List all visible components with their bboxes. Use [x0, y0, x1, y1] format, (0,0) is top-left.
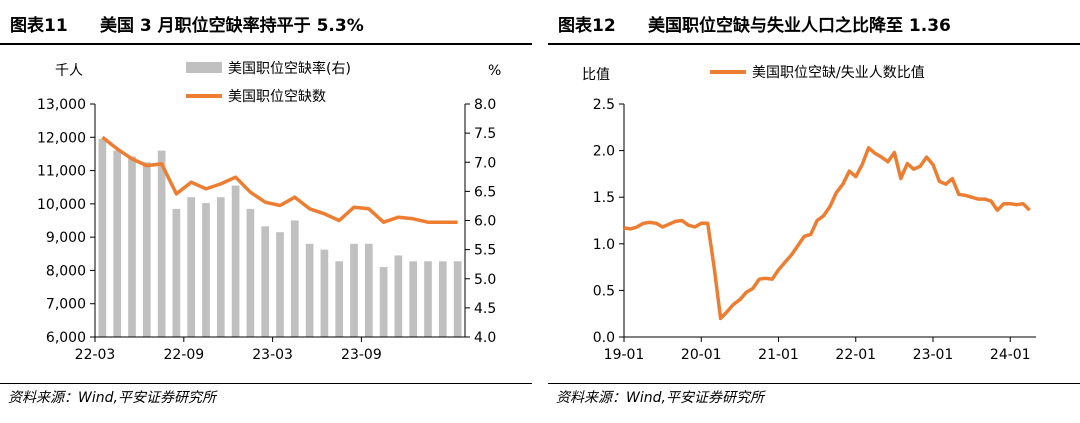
x-tick-label: 19-01 [604, 347, 645, 363]
bar-line-chart: 千人 % 美国职位空缺率(右) 美国职位空缺数 6,000 7,000 8,000 9… [37, 60, 501, 363]
right-axis-unit: % [488, 63, 501, 79]
line-chart: 比值 美国职位空缺/失业人数比值 0.0 0.5 1.0 1.5 2.0 2.5 19-01… [582, 65, 1036, 363]
y-tick-label: 0.5 [593, 283, 615, 299]
source-note: 资料来源：Wind,平安证券研究所 [0, 383, 532, 412]
title-bar: 图表12 美国职位空缺与失业人口之比降至 1.36 [548, 3, 1080, 45]
bar-23-02 [261, 226, 270, 337]
series-line-vacancies [101, 135, 458, 224]
left-tick-label: 8,000 [46, 263, 86, 279]
left-tick-label: 6,000 [46, 330, 86, 346]
figure-number: 图表12 [558, 15, 616, 36]
left-tick-label: 13,000 [37, 97, 86, 113]
bar-22-06 [142, 162, 151, 337]
y-axis-unit: 比值 [582, 67, 610, 83]
right-tick-label: 5.0 [474, 272, 496, 288]
right-tick-label: 6.0 [474, 214, 496, 230]
figure-number: 图表11 [10, 15, 68, 36]
x-tick-label: 23-01 [913, 347, 954, 363]
right-tick-label: 5.5 [474, 243, 496, 259]
bar-22-12 [231, 185, 240, 337]
bar-23-09 [364, 243, 373, 337]
bar-22-04 [113, 150, 122, 337]
y-tick-label: 0.0 [593, 330, 615, 346]
bar-23-01 [246, 208, 255, 337]
bar-22-09 [187, 197, 196, 337]
left-tick-label: 11,000 [37, 164, 86, 180]
bar-23-04 [290, 220, 299, 337]
chart-title: 美国 3 月职位空缺率持平于 5.3% [100, 15, 364, 36]
bar-24-01 [424, 261, 432, 337]
x-tick-label: 23-09 [341, 347, 382, 363]
right-tick-label: 6.5 [474, 184, 496, 200]
bar-22-10 [202, 203, 210, 337]
y-tick-label: 2.0 [593, 144, 615, 160]
bar-23-03 [276, 232, 284, 337]
right-tick-label: 7.5 [474, 126, 496, 142]
left-tick-label: 7,000 [46, 297, 86, 313]
x-tick-label: 22-01 [835, 347, 876, 363]
legend-bar-swatch [186, 62, 222, 73]
bar-22-05 [128, 156, 136, 337]
legend-line-label: 美国职位空缺数 [228, 89, 326, 105]
chart-panel-left: 图表11 美国 3 月职位空缺率持平于 5.3% 千人 % 美国职位空缺率(右)… [0, 0, 532, 423]
x-tick-label: 22-09 [163, 347, 204, 363]
bar-23-08 [350, 243, 358, 337]
bar-23-05 [305, 243, 314, 337]
x-tick-label: 21-01 [758, 347, 799, 363]
left-axis-unit: 千人 [55, 63, 83, 79]
chart-panel-right: 图表12 美国职位空缺与失业人口之比降至 1.36 比值 美国职位空缺/失业人数… [548, 0, 1080, 423]
right-tick-label: 7.0 [474, 155, 496, 171]
bar-23-07 [335, 261, 344, 337]
chart-title: 美国职位空缺与失业人口之比降至 1.36 [648, 15, 951, 36]
bar-22-11 [216, 197, 225, 337]
bar-23-11 [394, 255, 403, 337]
left-tick-label: 10,000 [37, 197, 86, 213]
bar-22-03 [98, 138, 107, 337]
right-tick-label: 4.0 [474, 330, 496, 346]
series-line-ratio [623, 146, 1031, 321]
x-tick-label: 22-03 [75, 347, 116, 363]
bar-24-02 [438, 261, 447, 337]
x-tick-label: 23-03 [252, 347, 293, 363]
left-tick-label: 9,000 [46, 230, 86, 246]
bar-23-06 [320, 249, 329, 337]
bar-22-07 [157, 150, 166, 337]
source-note: 资料来源：Wind,平安证券研究所 [548, 383, 1080, 412]
bar-23-10 [379, 267, 388, 337]
bar-23-12 [409, 261, 418, 337]
title-bar: 图表11 美国 3 月职位空缺率持平于 5.3% [0, 3, 532, 45]
y-tick-label: 1.5 [593, 190, 615, 206]
y-tick-label: 2.5 [593, 97, 615, 113]
left-tick-label: 12,000 [37, 130, 86, 146]
legend-bar-label: 美国职位空缺率(右) [228, 60, 351, 77]
right-tick-label: 8.0 [474, 97, 496, 113]
bar-24-03 [453, 261, 462, 337]
bar-22-08 [172, 208, 181, 337]
x-tick-label: 20-01 [681, 347, 722, 363]
x-tick-label: 24-01 [990, 347, 1031, 363]
y-tick-label: 1.0 [593, 237, 615, 253]
right-tick-label: 4.5 [474, 301, 496, 317]
legend-line-label: 美国职位空缺/失业人数比值 [752, 65, 925, 81]
